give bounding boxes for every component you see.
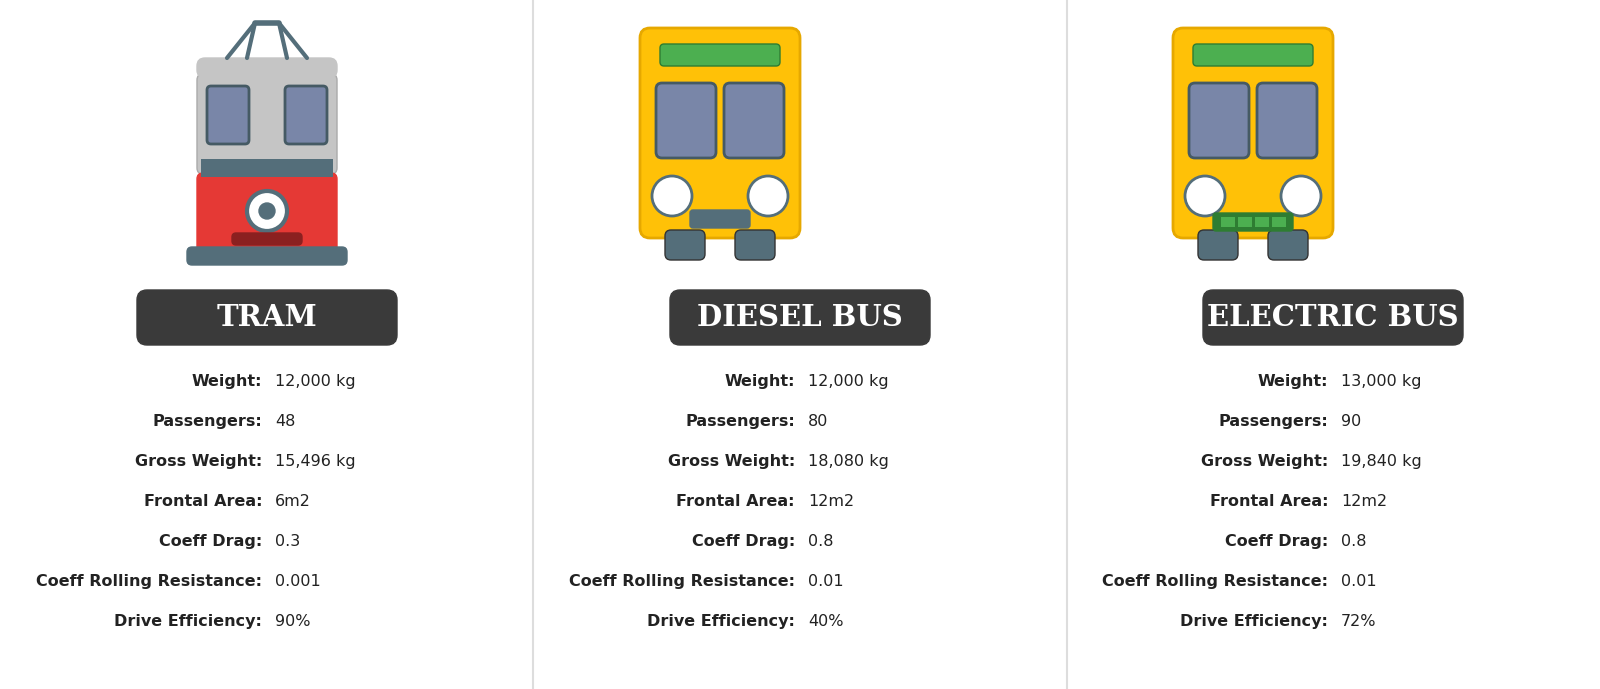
Text: Drive Efficiency:: Drive Efficiency:: [646, 614, 795, 629]
Text: 90: 90: [1341, 414, 1362, 429]
FancyBboxPatch shape: [666, 230, 706, 260]
Text: Coeff Rolling Resistance:: Coeff Rolling Resistance:: [1102, 574, 1328, 589]
Text: 72%: 72%: [1341, 614, 1376, 629]
Circle shape: [1186, 176, 1226, 216]
FancyBboxPatch shape: [1203, 290, 1462, 345]
FancyBboxPatch shape: [285, 86, 326, 144]
Text: 0.01: 0.01: [1341, 574, 1376, 589]
Text: 48: 48: [275, 414, 296, 429]
Text: Coeff Drag:: Coeff Drag:: [158, 534, 262, 549]
Text: Passengers:: Passengers:: [1218, 414, 1328, 429]
Text: Drive Efficiency:: Drive Efficiency:: [114, 614, 262, 629]
FancyBboxPatch shape: [197, 58, 338, 78]
FancyBboxPatch shape: [197, 173, 338, 253]
FancyBboxPatch shape: [1213, 213, 1293, 231]
Circle shape: [246, 191, 286, 231]
Bar: [1238, 217, 1251, 227]
FancyBboxPatch shape: [1194, 44, 1314, 66]
Text: 0.001: 0.001: [275, 574, 320, 589]
Text: 12,000 kg: 12,000 kg: [275, 374, 355, 389]
FancyBboxPatch shape: [187, 247, 347, 265]
FancyBboxPatch shape: [206, 86, 250, 144]
FancyBboxPatch shape: [661, 44, 781, 66]
Text: Passengers:: Passengers:: [685, 414, 795, 429]
Text: 6m2: 6m2: [275, 494, 310, 509]
FancyBboxPatch shape: [734, 230, 774, 260]
FancyBboxPatch shape: [690, 210, 750, 228]
Text: 15,496 kg: 15,496 kg: [275, 454, 355, 469]
Text: Weight:: Weight:: [725, 374, 795, 389]
Circle shape: [259, 203, 275, 219]
Circle shape: [653, 176, 691, 216]
Text: Weight:: Weight:: [1258, 374, 1328, 389]
Text: DIESEL BUS: DIESEL BUS: [698, 302, 902, 331]
FancyBboxPatch shape: [1267, 230, 1309, 260]
Bar: [1221, 217, 1235, 227]
Text: 12,000 kg: 12,000 kg: [808, 374, 888, 389]
FancyBboxPatch shape: [138, 290, 397, 345]
Circle shape: [1282, 176, 1322, 216]
FancyBboxPatch shape: [670, 290, 930, 345]
Text: 80: 80: [808, 414, 829, 429]
Text: 0.01: 0.01: [808, 574, 843, 589]
Text: 12m2: 12m2: [1341, 494, 1387, 509]
FancyBboxPatch shape: [1198, 230, 1238, 260]
FancyBboxPatch shape: [723, 83, 784, 158]
Text: Drive Efficiency:: Drive Efficiency:: [1181, 614, 1328, 629]
Text: Frontal Area:: Frontal Area:: [677, 494, 795, 509]
Text: 19,840 kg: 19,840 kg: [1341, 454, 1422, 469]
Text: Coeff Rolling Resistance:: Coeff Rolling Resistance:: [570, 574, 795, 589]
Text: 90%: 90%: [275, 614, 310, 629]
Text: Weight:: Weight:: [192, 374, 262, 389]
Text: Coeff Rolling Resistance:: Coeff Rolling Resistance:: [35, 574, 262, 589]
FancyBboxPatch shape: [640, 28, 800, 238]
Text: 18,080 kg: 18,080 kg: [808, 454, 890, 469]
Text: Coeff Drag:: Coeff Drag:: [1224, 534, 1328, 549]
Text: Frontal Area:: Frontal Area:: [144, 494, 262, 509]
FancyBboxPatch shape: [1173, 28, 1333, 238]
Text: 13,000 kg: 13,000 kg: [1341, 374, 1421, 389]
Text: 12m2: 12m2: [808, 494, 854, 509]
Text: 0.3: 0.3: [275, 534, 301, 549]
Text: Frontal Area:: Frontal Area:: [1210, 494, 1328, 509]
Text: 0.8: 0.8: [808, 534, 834, 549]
Bar: [1272, 217, 1286, 227]
FancyBboxPatch shape: [232, 233, 302, 245]
FancyBboxPatch shape: [1258, 83, 1317, 158]
FancyBboxPatch shape: [197, 74, 338, 174]
Circle shape: [749, 176, 787, 216]
Bar: [1254, 217, 1269, 227]
Text: TRAM: TRAM: [216, 302, 317, 331]
FancyBboxPatch shape: [656, 83, 717, 158]
Text: 0.8: 0.8: [1341, 534, 1366, 549]
Text: Passengers:: Passengers:: [152, 414, 262, 429]
Text: Gross Weight:: Gross Weight:: [667, 454, 795, 469]
FancyBboxPatch shape: [1189, 83, 1250, 158]
Text: Coeff Drag:: Coeff Drag:: [691, 534, 795, 549]
Text: Gross Weight:: Gross Weight:: [1200, 454, 1328, 469]
Text: Gross Weight:: Gross Weight:: [134, 454, 262, 469]
Bar: [202, 159, 333, 177]
Text: 40%: 40%: [808, 614, 843, 629]
Text: ELECTRIC BUS: ELECTRIC BUS: [1206, 302, 1459, 331]
